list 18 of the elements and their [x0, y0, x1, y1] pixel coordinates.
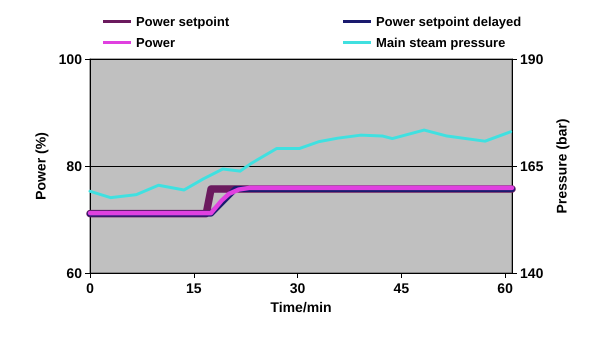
y-tick-label: 80	[66, 158, 82, 174]
x-tick-label: 60	[497, 280, 514, 296]
legend-label: Power setpoint	[136, 14, 230, 29]
y-tick-label: 100	[58, 51, 82, 67]
x-axis-title: Time/min	[270, 298, 332, 315]
x-tick-label: 45	[394, 280, 410, 296]
x-tick-label: 0	[86, 280, 94, 296]
legend-label: Power setpoint delayed	[376, 14, 522, 29]
y2-tick-label: 190	[520, 51, 544, 67]
y2-tick-label: 165	[520, 158, 544, 174]
y-tick-label: 60	[66, 265, 82, 281]
x-tick-label: 15	[186, 280, 202, 296]
y2-tick-label: 140	[520, 265, 544, 281]
y2-axis-title: Pressure (bar)	[553, 118, 570, 214]
legend-label: Main steam pressure	[376, 35, 506, 50]
legend-label: Power	[136, 35, 176, 50]
x-tick-label: 30	[290, 280, 306, 296]
y-axis-title: Power (%)	[32, 132, 49, 200]
